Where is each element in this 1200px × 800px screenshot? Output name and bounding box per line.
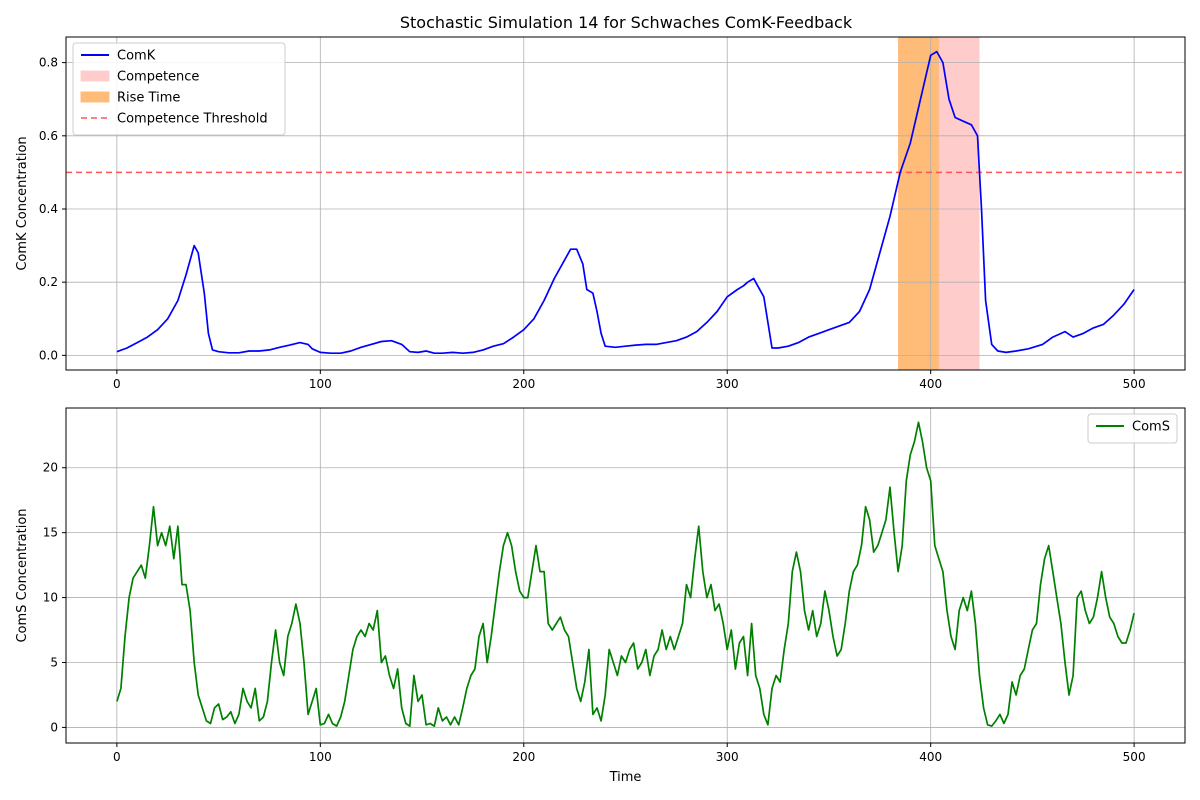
legend-label-competence-threshold: Competence Threshold xyxy=(117,112,268,127)
y-tick-label: 15 xyxy=(43,526,58,540)
legend-label-coms: ComS xyxy=(1132,420,1170,435)
coms-plot: 0 100 200 300 400 500 0 5 10 15 20 ComS Concentrati… xyxy=(15,408,1185,785)
x-axis-label: Time xyxy=(609,770,642,785)
y-tick-label: 0.8 xyxy=(39,56,58,70)
x-tick-label: 0 xyxy=(113,377,121,391)
y-tick-label: 0.0 xyxy=(39,348,58,362)
legend-swatch-competence xyxy=(81,71,109,81)
x-tick-label: 500 xyxy=(1123,750,1146,764)
y-tick-label: 20 xyxy=(43,461,58,475)
legend: ComS xyxy=(1088,414,1177,443)
legend-label-comk: ComK xyxy=(117,49,156,64)
x-tick-label: 300 xyxy=(716,750,739,764)
x-tick-label: 200 xyxy=(512,377,535,391)
y-tick-label: 0.4 xyxy=(39,202,58,216)
x-tick-label: 400 xyxy=(919,377,942,391)
x-tick-label: 400 xyxy=(919,750,942,764)
x-tick-label: 0 xyxy=(113,750,121,764)
legend: ComK Competence Rise Time Competence Thresh… xyxy=(73,43,285,135)
x-tick-label: 300 xyxy=(716,377,739,391)
legend-label-rise-time: Rise Time xyxy=(117,91,180,106)
y-tick-label: 0.2 xyxy=(39,275,58,289)
y-axis-label: ComS Concentration xyxy=(15,508,30,642)
x-tick-label: 500 xyxy=(1123,377,1146,391)
y-tick-label: 0.6 xyxy=(39,129,58,143)
x-tick-label: 100 xyxy=(309,377,332,391)
legend-swatch-rise-time xyxy=(81,92,109,102)
x-tick-label: 200 xyxy=(512,750,535,764)
y-tick-label: 0 xyxy=(50,720,58,734)
span-rise-time xyxy=(898,37,939,370)
y-tick-label: 10 xyxy=(43,591,58,605)
y-tick-label: 5 xyxy=(50,655,58,669)
legend-label-competence: Competence xyxy=(117,70,199,85)
figure-title: Stochastic Simulation 14 for Schwaches C… xyxy=(400,13,853,32)
y-axis-label: ComK Concentration xyxy=(15,136,30,270)
comk-plot: 0 100 200 300 400 500 0.0 0.2 0.4 0.6 0.8 ComK Conc… xyxy=(15,37,1185,391)
x-tick-label: 100 xyxy=(309,750,332,764)
